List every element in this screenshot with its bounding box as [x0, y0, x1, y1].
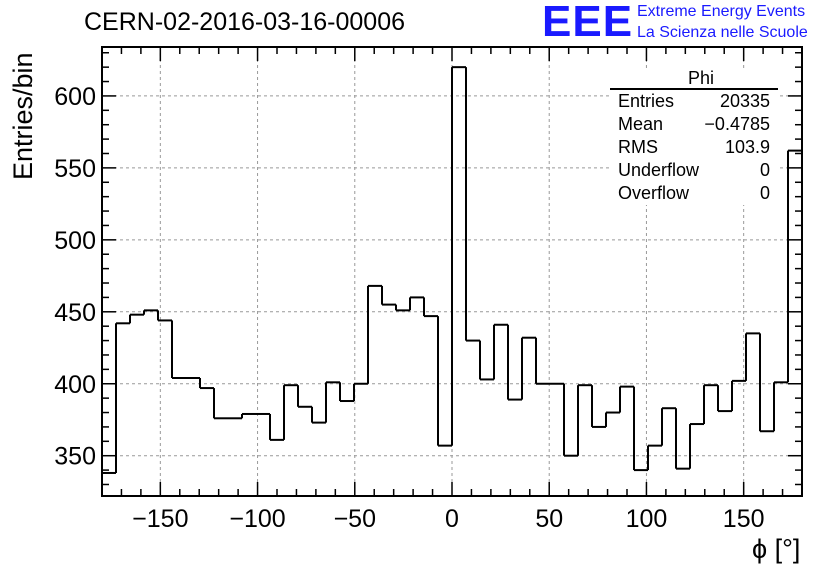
stats-row-entries: Entries 20335 [610, 90, 778, 113]
y-tick-labels: 350 400 450 500 550 600 [54, 83, 96, 471]
x-axis-label: ϕ [°] [752, 534, 801, 564]
y-tick-label: 350 [54, 443, 96, 471]
y-axis-label: Entries/bin [8, 52, 38, 180]
x-tick-label: −100 [229, 505, 285, 533]
y-tick-label: 450 [54, 299, 96, 327]
stats-box-title: Phi [610, 68, 778, 90]
histogram-bars [101, 66, 802, 496]
stats-label: Underflow [618, 160, 700, 180]
x-tick-label: 0 [445, 505, 459, 533]
y-tick-label: 400 [54, 371, 96, 399]
stats-box: Phi Entries 20335 Mean −0.4785 RMS 103.9… [610, 68, 778, 205]
y-tick-label: 500 [54, 227, 96, 255]
stats-value: 103.9 [724, 137, 770, 157]
org-name-line2: La Scienza nelle Scuole [637, 24, 808, 41]
stats-value: 0 [759, 183, 770, 203]
org-name-line1: Extreme Energy Events [637, 3, 806, 20]
x-tick-label: 150 [723, 505, 765, 533]
x-tick-label: −150 [132, 505, 188, 533]
stats-row-overflow: Overflow 0 [610, 182, 778, 205]
stats-label: Entries [618, 91, 675, 111]
y-tick-label: 550 [54, 155, 96, 183]
y-tick-label: 600 [54, 83, 96, 111]
chart-title: CERN-02-2016-03-16-00006 [84, 8, 406, 36]
stats-value: 0 [759, 160, 770, 180]
stats-value: −0.4785 [704, 114, 770, 134]
x-tick-label: 50 [535, 505, 563, 533]
eee-logo: EEE [542, 0, 634, 46]
axis-ticks [101, 47, 803, 496]
stats-row-underflow: Underflow 0 [610, 159, 778, 182]
stats-row-rms: RMS 103.9 [610, 136, 778, 159]
x-tick-labels: −150 −100 −50 0 50 100 150 [132, 505, 764, 533]
stats-label: Overflow [618, 183, 690, 203]
x-tick-label: −50 [334, 505, 376, 533]
stats-label: RMS [618, 137, 658, 157]
stats-row-mean: Mean −0.4785 [610, 113, 778, 136]
stats-label: Mean [618, 114, 664, 134]
stats-value: 20335 [719, 91, 770, 111]
x-tick-label: 100 [626, 505, 668, 533]
